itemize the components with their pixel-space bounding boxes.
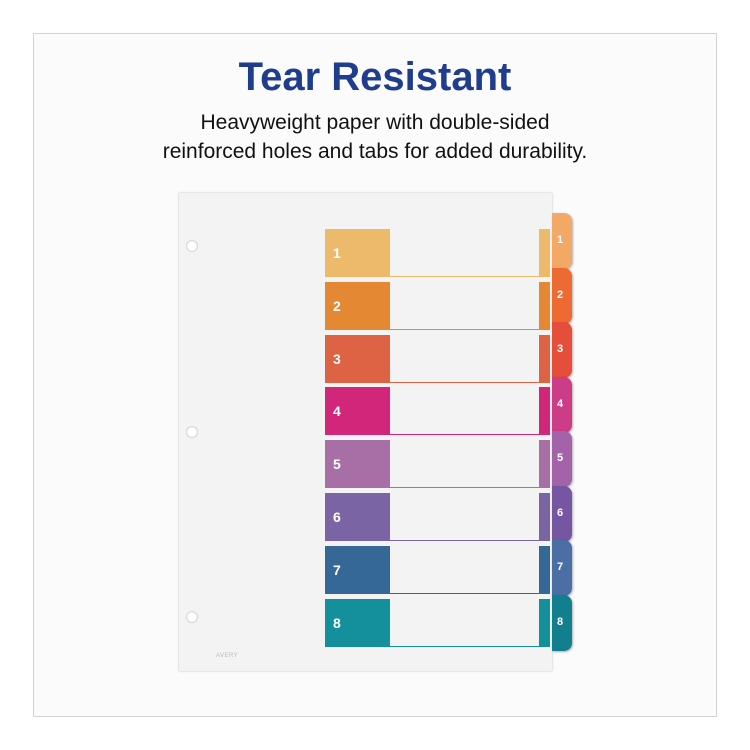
divider-tab[interactable]: 5	[552, 431, 572, 487]
toc-number: 8	[333, 614, 341, 631]
divider-tab[interactable]: 8	[552, 594, 572, 651]
toc-row: 7	[325, 545, 550, 594]
tab-label: 3	[557, 343, 564, 355]
tab-label: 8	[557, 615, 564, 628]
tab-label: 2	[557, 288, 564, 301]
toc-number: 4	[333, 403, 341, 420]
toc-number: 2	[333, 297, 341, 314]
toc-number: 7	[333, 561, 341, 578]
toc-color-strip	[539, 334, 550, 383]
toc-number: 6	[333, 509, 341, 525]
toc-row: 8	[325, 598, 550, 647]
toc-color-strip	[539, 493, 550, 541]
toc-row: 1	[325, 229, 550, 277]
headline: Tear Resistant	[238, 55, 512, 99]
toc-color-strip	[539, 598, 550, 647]
toc-row: 3	[325, 334, 550, 383]
toc-color-strip	[539, 229, 550, 277]
toc-number: 5	[333, 456, 341, 473]
toc-entry-line	[390, 434, 539, 436]
punch-hole	[186, 426, 198, 438]
tab-label: 7	[557, 561, 564, 573]
divider-tab[interactable]: 3	[552, 322, 572, 378]
avery-logo: AVERY	[216, 653, 239, 659]
punch-hole	[186, 611, 198, 623]
toc-number-block: 7	[325, 545, 390, 594]
toc-number-block: 1	[325, 229, 390, 277]
toc-color-strip	[539, 440, 550, 489]
toc-color-strip	[539, 281, 550, 330]
tab-label: 5	[557, 452, 564, 464]
toc-number-block: 2	[325, 281, 390, 330]
divider-tab[interactable]: 2	[552, 267, 572, 324]
tab-label: 4	[557, 397, 564, 410]
toc-number-block: 8	[325, 598, 390, 647]
toc-entry-line	[390, 592, 539, 594]
toc-color-strip	[539, 545, 550, 594]
toc-number: 3	[333, 350, 341, 367]
toc-entry-line	[390, 540, 539, 541]
toc-color-strip	[539, 387, 550, 436]
toc-entry-line	[390, 276, 539, 277]
tab-label: 1	[557, 234, 564, 246]
toc-number: 1	[333, 245, 341, 261]
toc-row: 4	[325, 387, 550, 436]
subheadline: Heavyweight paper with double-sided rein…	[0, 108, 750, 166]
subheadline-line-1: Heavyweight paper with double-sided	[200, 111, 550, 134]
toc-number-block: 6	[325, 493, 390, 541]
subheadline-line-2: reinforced holes and tabs for added dura…	[162, 140, 588, 163]
toc-row: 2	[325, 281, 550, 330]
toc-row: 5	[325, 440, 550, 489]
punch-hole	[186, 240, 198, 252]
toc-number-block: 3	[325, 334, 390, 383]
divider-tab[interactable]: 7	[552, 540, 572, 596]
tab-label: 6	[557, 506, 564, 519]
toc-entry-line	[390, 381, 539, 383]
toc-row: 6	[325, 493, 550, 541]
toc-entry-line	[390, 645, 539, 647]
toc-entry-line	[390, 487, 539, 489]
toc-number-block: 4	[325, 387, 390, 436]
toc-entry-line	[390, 328, 539, 330]
divider-tab[interactable]: 4	[552, 376, 572, 433]
divider-tab[interactable]: 1	[552, 213, 572, 269]
toc-number-block: 5	[325, 440, 390, 489]
divider-tab[interactable]: 6	[552, 485, 572, 542]
